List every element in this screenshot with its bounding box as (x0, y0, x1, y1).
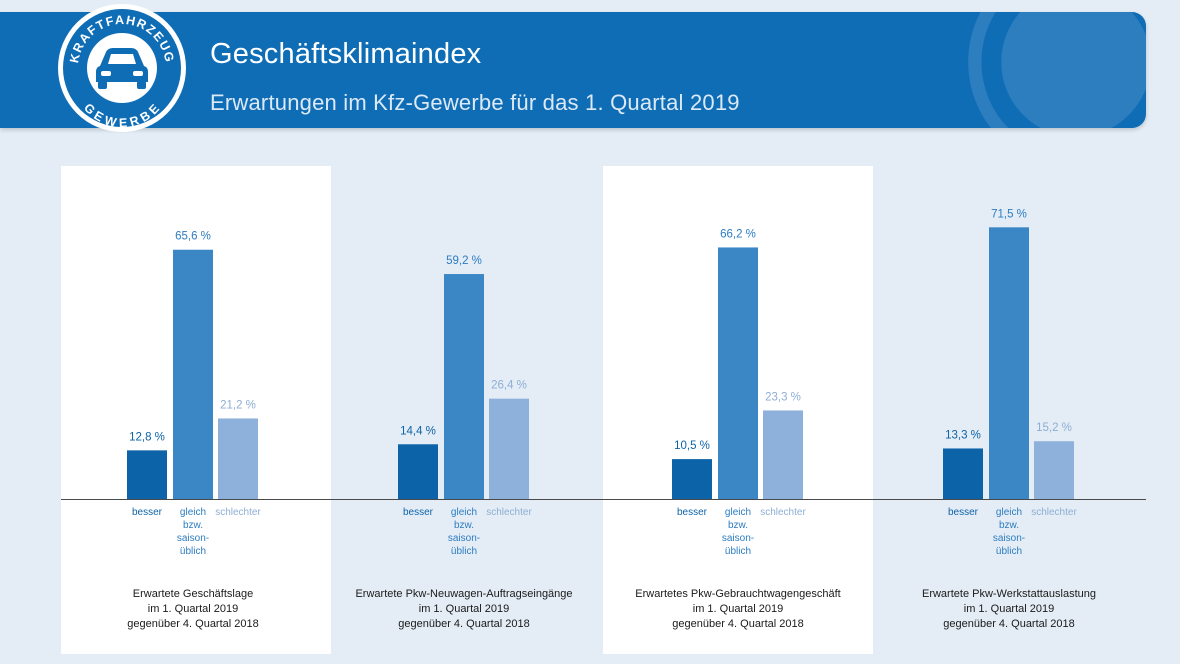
bar-besser-1 (127, 450, 167, 499)
data-label-schlechter-1: 21,2 % (220, 399, 256, 411)
bar-besser-4 (943, 448, 983, 499)
data-label-besser-2: 14,4 % (400, 425, 436, 437)
category-label-schlechter-2: schlechter (486, 507, 532, 518)
category-label-gleich-1: gleich bzw. saison-üblich (177, 507, 209, 557)
bar-gleich-3 (718, 247, 758, 499)
data-label-besser-3: 10,5 % (674, 440, 710, 452)
data-label-schlechter-4: 15,2 % (1036, 422, 1072, 434)
bar-schlechter-2 (489, 398, 529, 499)
bar-gleich-2 (444, 274, 484, 499)
page-subtitle: Erwartungen im Kfz-Gewerbe für das 1. Qu… (210, 90, 740, 115)
data-label-schlechter-2: 26,4 % (491, 380, 527, 392)
bar-besser-2 (398, 444, 438, 499)
category-label-schlechter-1: schlechter (215, 507, 261, 518)
group-caption-3: Erwartetes Pkw-Gebrauchtwagengeschäft im … (635, 588, 840, 630)
category-label-besser-3: besser (677, 507, 708, 518)
bar-besser-3 (672, 459, 712, 499)
watermark-logo-icon (968, 12, 1146, 128)
bar-chart: 12,8 % besser 65,6 % gleich bzw. saison-üblic… (61, 208, 1146, 630)
category-label-gleich-3: gleich bzw. saison-üblich (722, 507, 754, 557)
data-label-gleich-3: 66,2 % (720, 228, 756, 240)
category-label-gleich-2: gleich bzw. saison-üblich (448, 507, 480, 557)
page-title: Geschäftsklimaindex (210, 38, 482, 70)
group-caption-2: Erwartete Pkw-Neuwagen-Auftragseingänge i… (355, 588, 572, 630)
bar-gleich-4 (989, 227, 1029, 500)
data-label-schlechter-3: 23,3 % (765, 391, 801, 403)
kfz-gewerbe-logo: KRAFTFAHRZEUG GEWERBE (58, 4, 186, 132)
category-label-gleich-4: gleich bzw. saison-üblich (993, 507, 1025, 557)
car-icon (96, 48, 148, 89)
bar-schlechter-3 (763, 410, 803, 499)
bar-gleich-1 (173, 249, 213, 499)
category-label-besser-4: besser (948, 507, 979, 518)
group-caption-1: Erwartete Geschäftslage im 1. Quartal 201… (127, 588, 259, 630)
category-label-besser-1: besser (132, 507, 163, 518)
category-label-schlechter-3: schlechter (760, 507, 806, 518)
data-label-besser-1: 12,8 % (129, 431, 165, 443)
bar-schlechter-4 (1034, 441, 1074, 499)
header-banner: Geschäftsklimaindex Erwartungen im Kfz-G… (0, 12, 1146, 128)
data-label-besser-4: 13,3 % (945, 429, 981, 441)
group-caption-4: Erwartete Pkw-Werkstattauslastung im 1. Q… (922, 588, 1096, 630)
data-label-gleich-4: 71,5 % (991, 208, 1027, 220)
bar-schlechter-1 (218, 418, 258, 499)
category-label-besser-2: besser (403, 507, 434, 518)
data-label-gleich-1: 65,6 % (175, 231, 211, 243)
category-label-schlechter-4: schlechter (1031, 507, 1077, 518)
data-label-gleich-2: 59,2 % (446, 255, 482, 267)
